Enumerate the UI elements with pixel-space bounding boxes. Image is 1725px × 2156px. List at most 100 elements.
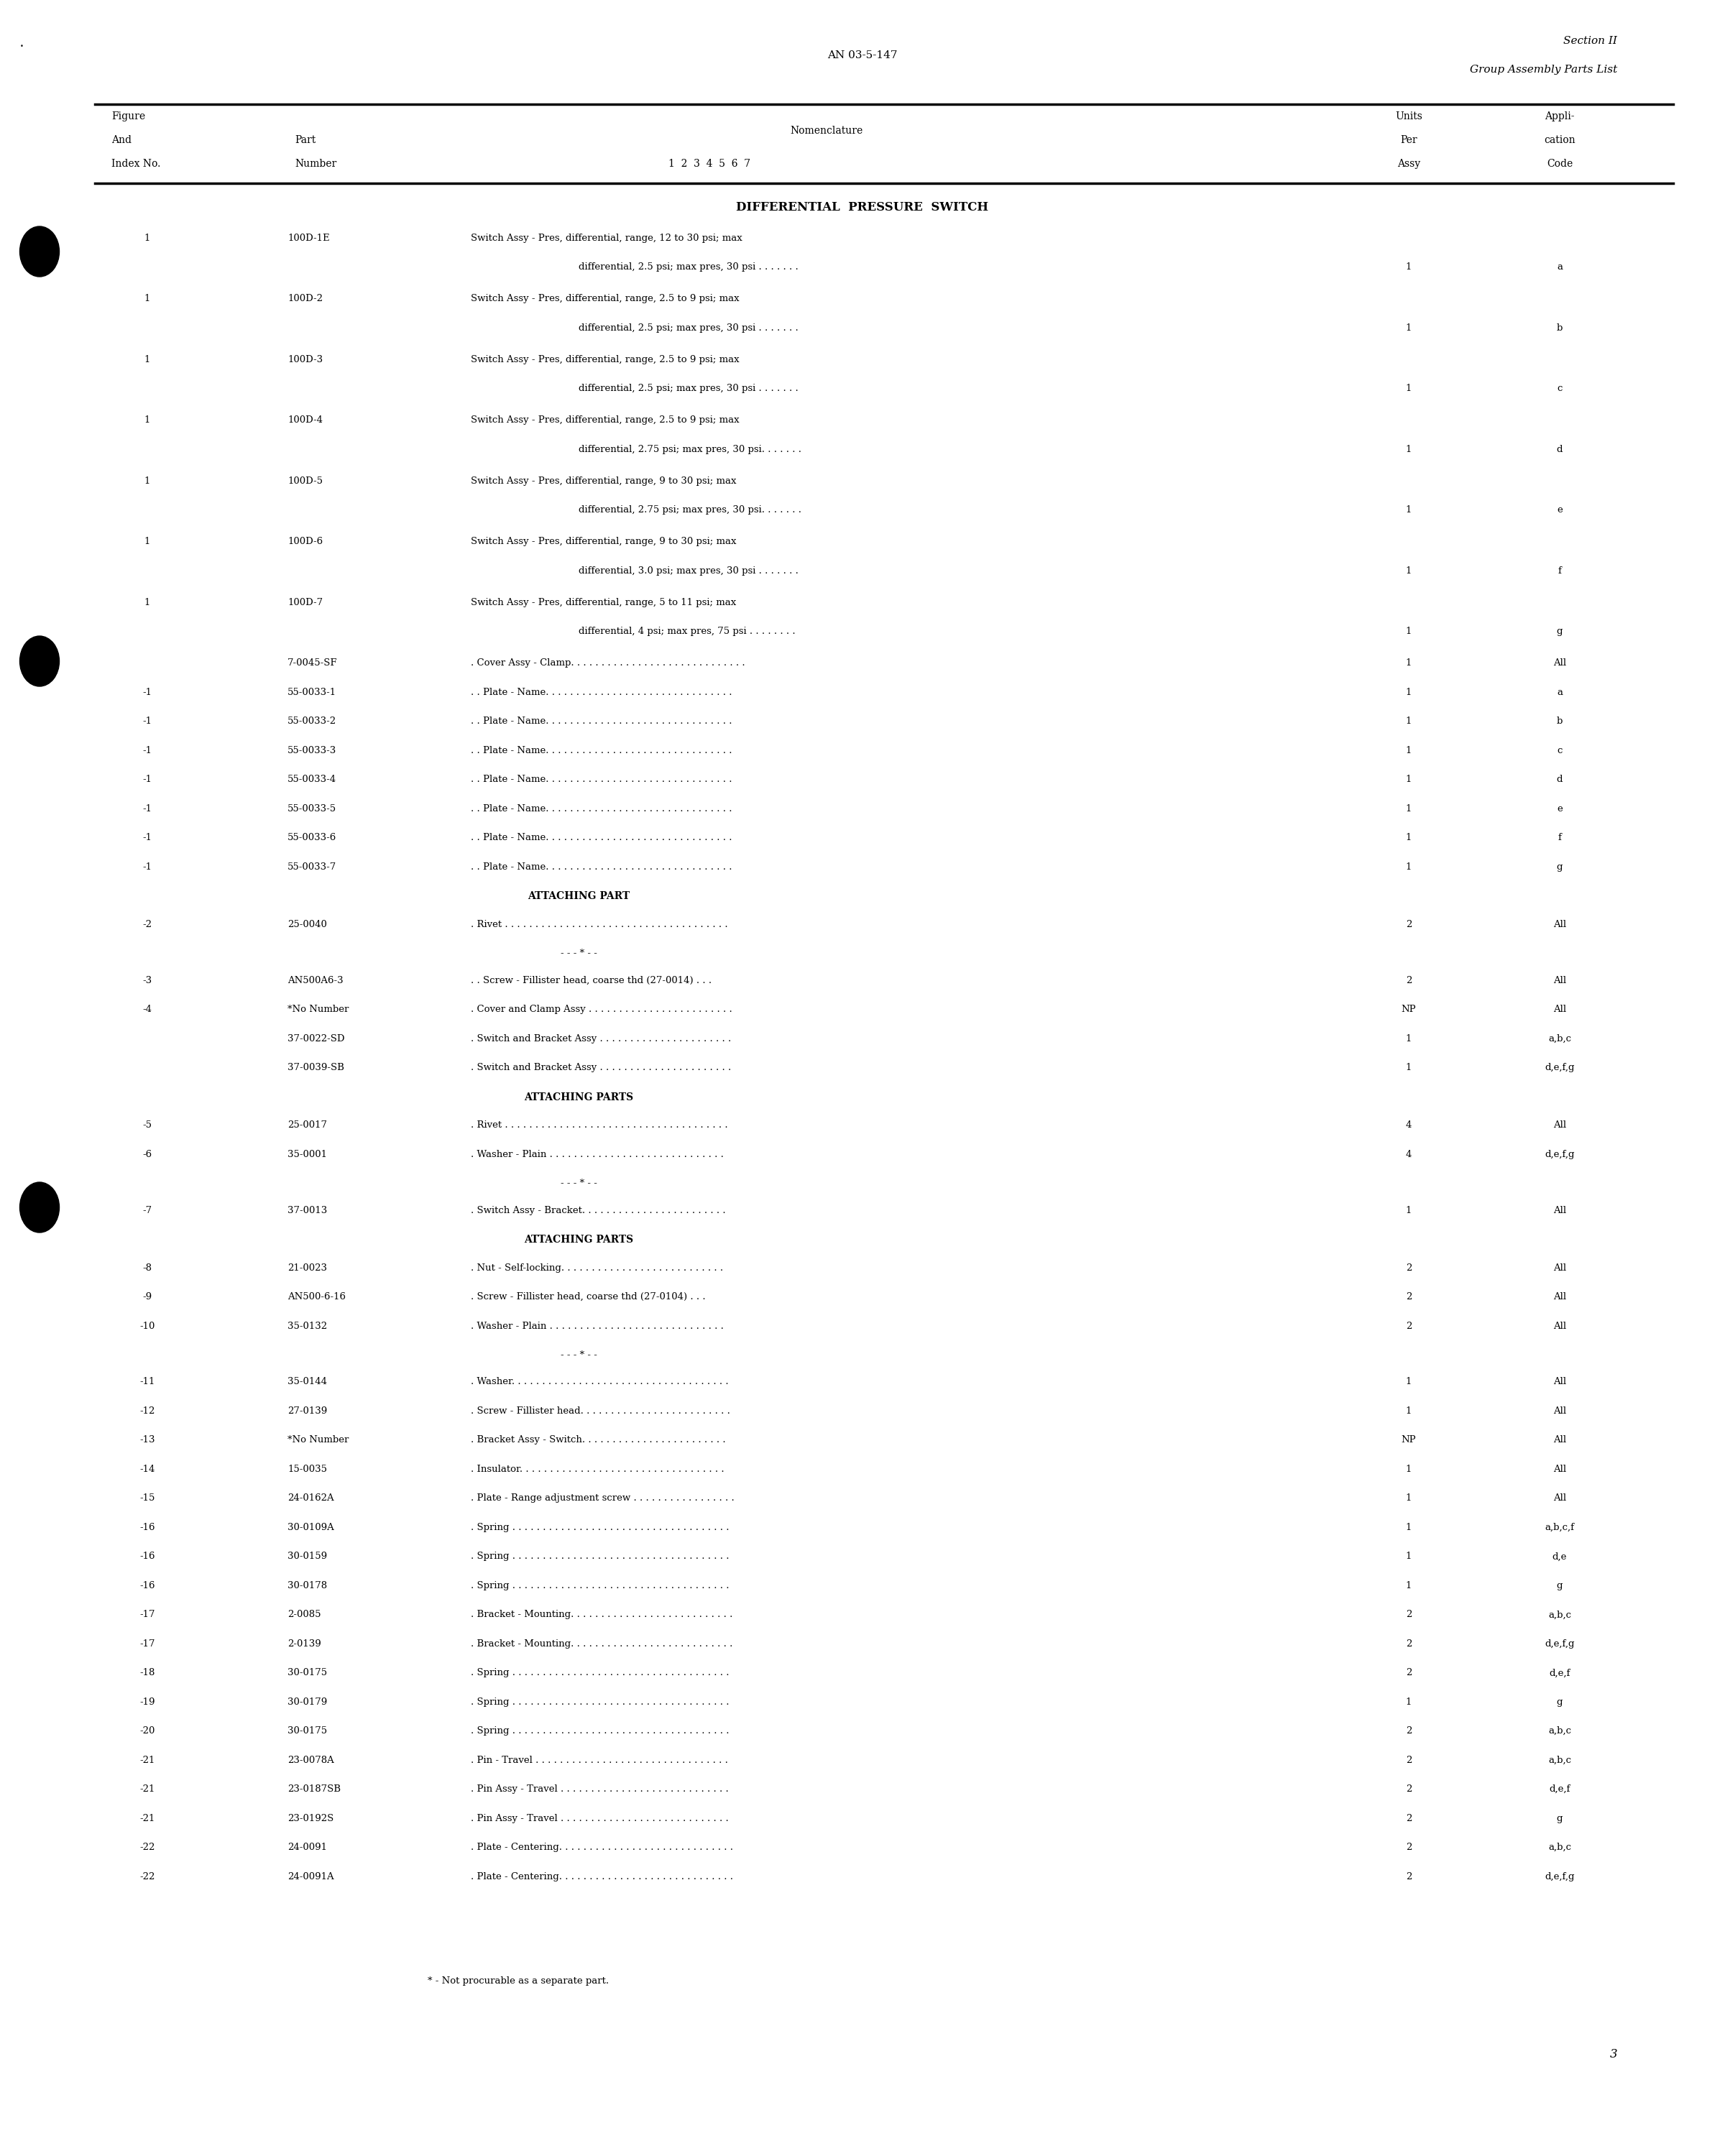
Text: -2: -2: [143, 921, 152, 929]
Text: 30-0178: 30-0178: [288, 1580, 328, 1591]
Text: -3: -3: [143, 977, 152, 985]
Text: 3: 3: [1609, 2048, 1618, 2061]
Text: All: All: [1552, 1205, 1566, 1216]
Text: . Switch and Bracket Assy . . . . . . . . . . . . . . . . . . . . . .: . Switch and Bracket Assy . . . . . . . …: [471, 1063, 731, 1072]
Text: 2: 2: [1406, 1263, 1411, 1272]
Text: g: g: [1556, 1813, 1563, 1824]
Text: 30-0179: 30-0179: [288, 1697, 328, 1708]
Text: All: All: [1552, 1378, 1566, 1386]
Text: -1: -1: [143, 774, 152, 785]
Text: d,e: d,e: [1552, 1552, 1566, 1561]
Text: . Rivet . . . . . . . . . . . . . . . . . . . . . . . . . . . . . . . . . . . . : . Rivet . . . . . . . . . . . . . . . . …: [471, 1121, 728, 1130]
Text: Figure: Figure: [112, 112, 145, 121]
Text: 55-0033-1: 55-0033-1: [288, 688, 336, 696]
Text: -12: -12: [140, 1406, 155, 1416]
Text: All: All: [1552, 1406, 1566, 1416]
Text: . Washer. . . . . . . . . . . . . . . . . . . . . . . . . . . . . . . . . . . .: . Washer. . . . . . . . . . . . . . . . …: [471, 1378, 728, 1386]
Text: - - - * - -: - - - * - -: [561, 1179, 597, 1188]
Text: . Spring . . . . . . . . . . . . . . . . . . . . . . . . . . . . . . . . . . . .: . Spring . . . . . . . . . . . . . . . .…: [471, 1697, 730, 1708]
Text: 35-0001: 35-0001: [288, 1149, 328, 1160]
Text: d,e,f,g: d,e,f,g: [1546, 1063, 1575, 1072]
Text: DIFFERENTIAL  PRESSURE  SWITCH: DIFFERENTIAL PRESSURE SWITCH: [737, 201, 988, 213]
Text: 2-0085: 2-0085: [288, 1611, 321, 1619]
Ellipse shape: [19, 1181, 59, 1233]
Text: 27-0139: 27-0139: [288, 1406, 328, 1416]
Text: c: c: [1558, 746, 1563, 755]
Text: -17: -17: [140, 1611, 155, 1619]
Text: e: e: [1558, 505, 1563, 515]
Text: AN500A6-3: AN500A6-3: [288, 977, 343, 985]
Text: g: g: [1556, 627, 1563, 636]
Text: 2: 2: [1406, 1871, 1411, 1882]
Text: 35-0144: 35-0144: [288, 1378, 328, 1386]
Text: . . Plate - Name. . . . . . . . . . . . . . . . . . . . . . . . . . . . . . .: . . Plate - Name. . . . . . . . . . . . …: [471, 716, 731, 727]
Text: 30-0175: 30-0175: [288, 1727, 328, 1736]
Text: -11: -11: [140, 1378, 155, 1386]
Text: 1: 1: [1406, 1406, 1411, 1416]
Text: 1: 1: [1406, 1063, 1411, 1072]
Text: . Spring . . . . . . . . . . . . . . . . . . . . . . . . . . . . . . . . . . . .: . Spring . . . . . . . . . . . . . . . .…: [471, 1522, 730, 1533]
Text: -10: -10: [140, 1322, 155, 1330]
Text: differential, 3.0 psi; max pres, 30 psi . . . . . . .: differential, 3.0 psi; max pres, 30 psi …: [578, 567, 799, 576]
Text: 30-0175: 30-0175: [288, 1669, 328, 1677]
Text: Code: Code: [1547, 160, 1573, 168]
Text: -15: -15: [140, 1494, 155, 1503]
Text: 2: 2: [1406, 1813, 1411, 1824]
Text: Nomenclature: Nomenclature: [790, 125, 862, 136]
Text: -19: -19: [140, 1697, 155, 1708]
Text: Index No.: Index No.: [112, 160, 160, 168]
Text: -8: -8: [143, 1263, 152, 1272]
Text: a,b,c: a,b,c: [1549, 1843, 1571, 1852]
Text: 2: 2: [1406, 1727, 1411, 1736]
Text: -6: -6: [143, 1149, 152, 1160]
Text: *No Number: *No Number: [288, 1436, 348, 1445]
Text: -1: -1: [143, 862, 152, 871]
Text: 1: 1: [1406, 862, 1411, 871]
Text: 1: 1: [1406, 323, 1411, 332]
Text: . Bracket - Mounting. . . . . . . . . . . . . . . . . . . . . . . . . . .: . Bracket - Mounting. . . . . . . . . . …: [471, 1611, 733, 1619]
Text: -1: -1: [143, 688, 152, 696]
Text: . Bracket - Mounting. . . . . . . . . . . . . . . . . . . . . . . . . . .: . Bracket - Mounting. . . . . . . . . . …: [471, 1639, 733, 1649]
Text: a,b,c,f: a,b,c,f: [1546, 1522, 1575, 1533]
Text: d: d: [1556, 444, 1563, 455]
Text: 4: 4: [1406, 1149, 1411, 1160]
Text: -21: -21: [140, 1755, 155, 1766]
Text: 1: 1: [1406, 1697, 1411, 1708]
Text: 1: 1: [1406, 627, 1411, 636]
Text: d,e,f: d,e,f: [1549, 1785, 1570, 1794]
Text: -1: -1: [143, 804, 152, 813]
Text: 21-0023: 21-0023: [288, 1263, 328, 1272]
Text: 23-0192S: 23-0192S: [288, 1813, 333, 1824]
Text: 1: 1: [1406, 658, 1411, 668]
Text: 1: 1: [1406, 567, 1411, 576]
Text: Switch Assy - Pres, differential, range, 2.5 to 9 psi; max: Switch Assy - Pres, differential, range,…: [471, 293, 740, 304]
Text: -18: -18: [140, 1669, 155, 1677]
Text: Switch Assy - Pres, differential, range, 5 to 11 psi; max: Switch Assy - Pres, differential, range,…: [471, 597, 737, 608]
Text: 2-0139: 2-0139: [288, 1639, 321, 1649]
Text: b: b: [1556, 716, 1563, 727]
Text: -1: -1: [143, 832, 152, 843]
Text: . Cover Assy - Clamp. . . . . . . . . . . . . . . . . . . . . . . . . . . . .: . Cover Assy - Clamp. . . . . . . . . . …: [471, 658, 745, 668]
Text: 1: 1: [1406, 1205, 1411, 1216]
Text: 1: 1: [1406, 1378, 1411, 1386]
Text: . Pin Assy - Travel . . . . . . . . . . . . . . . . . . . . . . . . . . . .: . Pin Assy - Travel . . . . . . . . . . …: [471, 1785, 728, 1794]
Text: 2: 2: [1406, 1755, 1411, 1766]
Text: . Pin - Travel . . . . . . . . . . . . . . . . . . . . . . . . . . . . . . . .: . Pin - Travel . . . . . . . . . . . . .…: [471, 1755, 728, 1766]
Text: Section II: Section II: [1563, 37, 1618, 45]
Text: 15-0035: 15-0035: [288, 1464, 328, 1475]
Text: 1: 1: [145, 597, 150, 608]
Text: 23-0187SB: 23-0187SB: [288, 1785, 342, 1794]
Text: 1: 1: [1406, 384, 1411, 392]
Text: 1: 1: [1406, 1494, 1411, 1503]
Text: AN 03-5-147: AN 03-5-147: [828, 50, 897, 60]
Text: 1: 1: [1406, 505, 1411, 515]
Text: d,e,f,g: d,e,f,g: [1546, 1149, 1575, 1160]
Text: . Bracket Assy - Switch. . . . . . . . . . . . . . . . . . . . . . . .: . Bracket Assy - Switch. . . . . . . . .…: [471, 1436, 726, 1445]
Text: 2: 2: [1406, 1639, 1411, 1649]
Text: 1: 1: [1406, 1464, 1411, 1475]
Text: ATTACHING PART: ATTACHING PART: [528, 890, 630, 901]
Text: 2: 2: [1406, 1785, 1411, 1794]
Text: 30-0109A: 30-0109A: [288, 1522, 335, 1533]
Text: -16: -16: [140, 1580, 155, 1591]
Text: . . Plate - Name. . . . . . . . . . . . . . . . . . . . . . . . . . . . . . .: . . Plate - Name. . . . . . . . . . . . …: [471, 774, 731, 785]
